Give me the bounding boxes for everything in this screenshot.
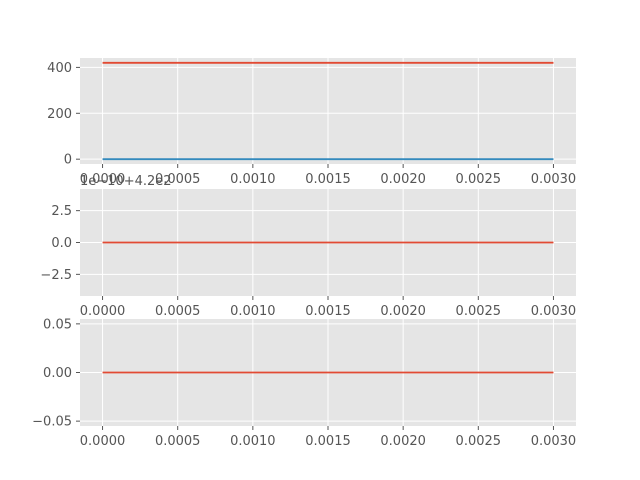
y-tick-label: 0.00 xyxy=(43,366,72,381)
x-tick-label: 0.0005 xyxy=(155,304,201,319)
x-tick-label: 0.0000 xyxy=(80,172,126,187)
x-tick-label: 0.0005 xyxy=(155,172,201,187)
y-tick-label: 0.0 xyxy=(51,236,72,251)
x-tick-label: 0.0000 xyxy=(80,304,126,319)
x-tick-label: 0.0010 xyxy=(230,304,276,319)
y-tick-label: 0.05 xyxy=(43,317,72,332)
y-tick-label: 0 xyxy=(64,153,72,168)
x-tick-label: 0.0000 xyxy=(80,434,126,449)
x-tick-label: 0.0030 xyxy=(531,434,577,449)
y-tick-label: −2.5 xyxy=(40,268,72,283)
x-tick-label: 0.0020 xyxy=(380,304,426,319)
subplot-2: 0.0000 0.0005 0.0010 0.0015 0.0020 0.0025 0.00… xyxy=(40,174,576,319)
y-tick-label: −0.05 xyxy=(32,415,72,430)
y-offset-text: 1e−10+4.2e2 xyxy=(80,174,172,189)
y-tick-label: 2.5 xyxy=(51,204,72,219)
x-tick-label: 0.0010 xyxy=(230,172,276,187)
x-tick-label: 0.0010 xyxy=(230,434,276,449)
subplot-1: 0.0000 0.0005 0.0010 0.0015 0.0020 0.0025 0.00… xyxy=(47,58,576,187)
x-tick-label: 0.0030 xyxy=(531,172,577,187)
x-tick-label: 0.0025 xyxy=(456,304,502,319)
y-tick-label: 200 xyxy=(47,107,72,122)
x-tick-label: 0.0025 xyxy=(456,172,502,187)
x-tick-label: 0.0020 xyxy=(380,434,426,449)
x-tick-label: 0.0025 xyxy=(456,434,502,449)
x-tick-label: 0.0015 xyxy=(305,304,351,319)
subplot-3: 0.0000 0.0005 0.0010 0.0015 0.0020 0.0025 0.00… xyxy=(32,317,576,449)
x-tick-label: 0.0020 xyxy=(380,172,426,187)
x-tick-label: 0.0005 xyxy=(155,434,201,449)
x-tick-label: 0.0015 xyxy=(305,434,351,449)
x-tick-label: 0.0015 xyxy=(305,172,351,187)
x-tick-label: 0.0030 xyxy=(531,304,577,319)
y-tick-label: 400 xyxy=(47,61,72,76)
